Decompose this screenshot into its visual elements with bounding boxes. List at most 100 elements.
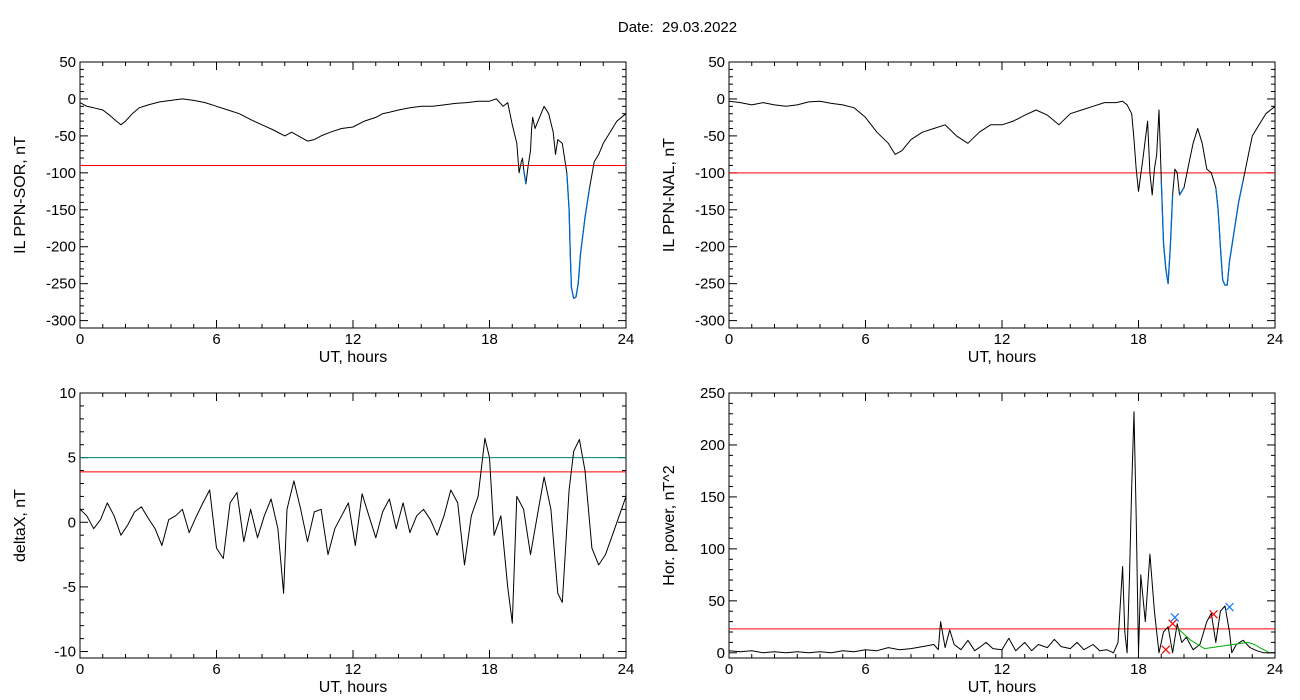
y-tick-label: -5 (63, 579, 76, 596)
x-marker (1225, 602, 1234, 612)
highlight-segment (1160, 180, 1165, 244)
x-tick-label: 24 (618, 331, 635, 348)
x-axis-title: UT, hours (319, 679, 387, 696)
x-tick-label: 12 (994, 331, 1011, 348)
x-tick-label: 18 (481, 331, 498, 348)
chart-nal: 0 6 12 18 24 50 0 -50 -100 -150 -200 -250 -300 UT, ho… (661, 54, 1283, 366)
highlight-segment (579, 217, 586, 255)
x-marker (1170, 613, 1180, 622)
chart-deltax: 0 6 12 18 24 10 5 0 -5 -10 UT, hours deltaX, nT (12, 385, 634, 696)
highlight-segment (1219, 246, 1224, 281)
series-line-0 (728, 100, 1276, 286)
y-tick-label: -250 (695, 276, 725, 293)
plot-frame (728, 392, 1276, 659)
x-axis-title: UT, hours (319, 349, 387, 366)
y-tick-label: 50 (708, 593, 725, 610)
x-axis-title: UT, hours (968, 349, 1036, 366)
y-tick-label: -200 (695, 239, 725, 256)
x-marker-stroke (1168, 619, 1178, 629)
y-tick-label: 0 (717, 645, 725, 662)
chart-horpower: 0 6 12 18 24 250 200 150 100 50 0 UT, hours Hor. pow… (661, 385, 1283, 696)
series-line-0 (79, 98, 627, 299)
highlight-segment (577, 254, 582, 284)
highlight-segment (1215, 187, 1219, 210)
x-marker-stroke (1209, 609, 1218, 619)
highlight-segment (1222, 279, 1226, 286)
x-marker-stroke (1225, 602, 1234, 612)
highlight-segment (569, 254, 573, 288)
y-tick-label: -250 (46, 276, 76, 293)
highlight-segment (1226, 261, 1231, 286)
y-tick-label: 5 (68, 450, 76, 467)
y-tick-label: -10 (54, 644, 76, 661)
x-tick-label: 24 (1267, 331, 1284, 348)
y-tick-label: 0 (68, 91, 76, 108)
y-tick-label: 50 (708, 54, 725, 71)
series-line-0 (79, 437, 627, 624)
x-marker (1209, 609, 1218, 619)
highlight-segment (1217, 209, 1222, 247)
y-tick-label: -50 (54, 128, 76, 145)
highlight-segment (1167, 246, 1171, 284)
y-tick-label: 0 (68, 514, 76, 531)
series-line-0 (728, 411, 1275, 654)
x-tick-label: 18 (1130, 331, 1147, 348)
x-marker-stroke (1170, 613, 1180, 622)
x-tick-label: 6 (861, 661, 869, 678)
y-tick-label: -300 (695, 313, 725, 330)
y-tick-label: -200 (46, 239, 76, 256)
x-tick-label: 6 (212, 661, 220, 678)
y-tick-label: 150 (700, 489, 725, 506)
y-tick-label: 200 (700, 437, 725, 454)
x-tick-label: 12 (345, 661, 362, 678)
series-line-1 (1176, 627, 1269, 653)
highlight-segment (570, 287, 575, 299)
y-tick-label: 10 (59, 385, 76, 402)
highlight-segment (1228, 231, 1235, 262)
y-axis-title: Hor. power, nT^2 (661, 465, 678, 586)
x-tick-label: 0 (725, 661, 733, 678)
y-tick-label: 0 (717, 91, 725, 108)
y-tick-label: -150 (46, 202, 76, 219)
highlight-segment (1162, 242, 1167, 269)
x-tick-label: 24 (618, 661, 635, 678)
x-tick-label: 6 (861, 331, 869, 348)
x-tick-label: 24 (1267, 661, 1284, 678)
x-tick-label: 0 (725, 331, 733, 348)
y-tick-label: -300 (46, 313, 76, 330)
y-tick-label: -100 (46, 165, 76, 182)
highlight-segment (1178, 187, 1185, 196)
highlight-segment (1169, 194, 1174, 247)
y-tick-label: -150 (695, 202, 725, 219)
x-tick-label: 12 (994, 661, 1011, 678)
x-marker-stroke (1161, 645, 1171, 655)
y-tick-label: 100 (700, 541, 725, 558)
y-axis-title: IL PPN-NAL, nT (661, 138, 678, 252)
x-tick-label: 0 (76, 331, 84, 348)
highlight-segment (566, 172, 570, 210)
highlight-segment (1237, 180, 1244, 203)
y-axis-title: deltaX, nT (12, 489, 29, 562)
x-tick-label: 18 (481, 661, 498, 678)
y-axis-title: IL PPN-SOR, nT (12, 136, 29, 254)
x-marker (1168, 619, 1178, 629)
x-tick-label: 18 (1130, 661, 1147, 678)
highlight-segment (573, 296, 577, 299)
highlight-segment (1233, 202, 1240, 233)
x-tick-label: 12 (345, 331, 362, 348)
x-tick-label: 0 (76, 661, 84, 678)
highlight-segment (575, 283, 579, 298)
highlight-segment (584, 187, 591, 218)
highlight-segment (568, 209, 571, 255)
chart-sor: 0 6 12 18 24 50 0 -50 -100 -150 -200 -250 -300 UT, ho… (12, 54, 634, 366)
plot-frame (79, 392, 627, 659)
figure-title: Date: 29.03.2022 (617, 19, 738, 36)
y-tick-label: -50 (703, 128, 725, 145)
x-marker (1161, 645, 1171, 655)
y-tick-label: 50 (59, 54, 76, 71)
y-tick-label: 250 (700, 385, 725, 402)
highlight-segment (522, 169, 527, 185)
y-tick-label: -100 (695, 165, 725, 182)
